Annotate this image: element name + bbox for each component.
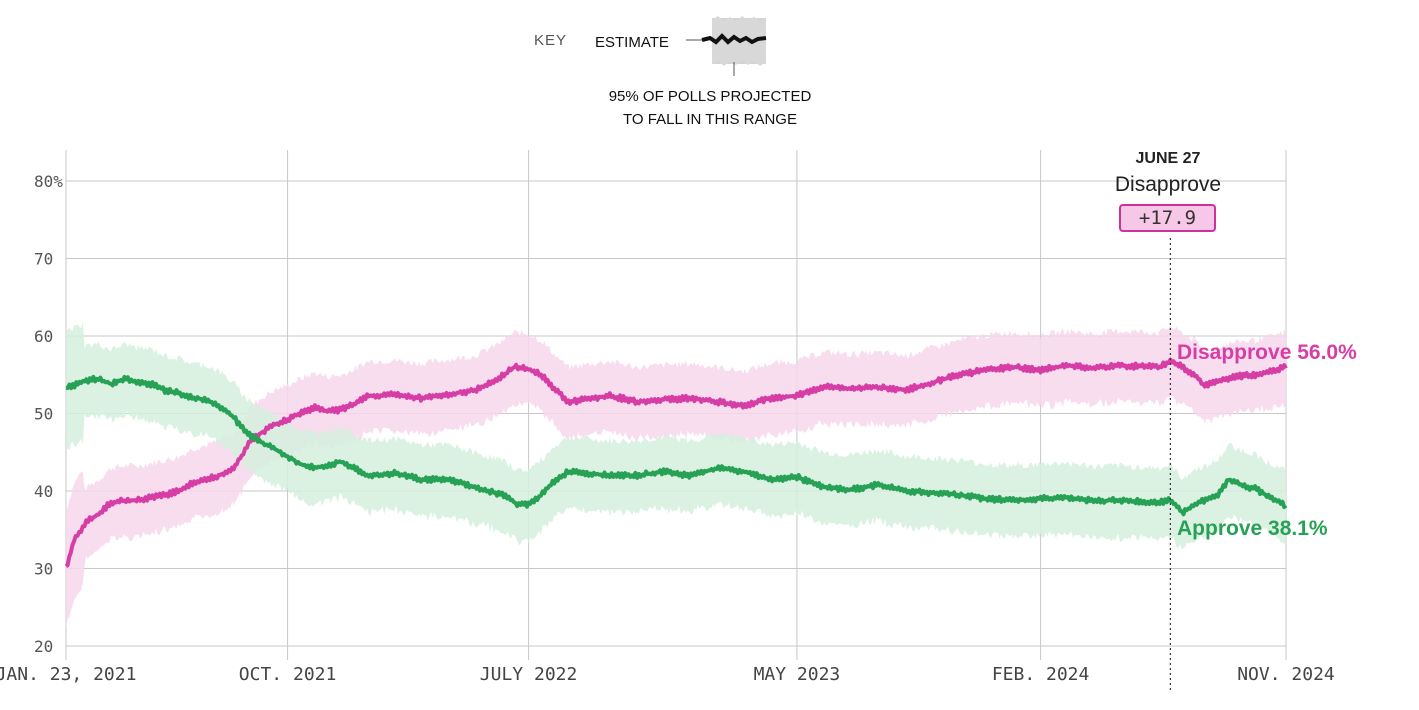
x-tick-label: OCT. 2021 [239,664,337,685]
y-tick-label: 50 [34,405,53,424]
y-tick-label: 30 [34,560,53,579]
approve-end-label: Approve 38.1% [1177,517,1328,540]
approve-line [65,374,1288,517]
key-note-line-2: TO FALL IN THIS RANGE [623,111,797,128]
y-tick-label: 20 [34,637,53,656]
disapprove-end-label: Disapprove 56.0% [1177,341,1357,364]
disapprove-line [64,357,1288,568]
key-estimate-label: ESTIMATE [595,34,669,51]
y-tick-label: 40 [34,482,53,501]
disapprove-band [66,325,1286,629]
x-tick-label: MAY 2023 [754,664,841,685]
y-tick-label: 80% [34,172,63,191]
y-tick-label: 70 [34,250,53,269]
x-tick-label: FEB. 2024 [992,664,1090,685]
annotation-value-badge: +17.9 [1119,204,1216,232]
x-tick-label: JULY 2022 [480,664,578,685]
key-swatch-icon [686,16,767,76]
annotation-date: JUNE 27 [1135,150,1201,167]
key-note-line-1: 95% OF POLLS PROJECTED [608,88,812,105]
key-label: KEY [534,32,568,49]
x-tick-label: NOV. 2024 [1237,664,1335,685]
annotation-series: Disapprove [1114,173,1222,196]
x-tick-label: JAN. 23, 2021 [0,664,136,685]
key-note: 95% OF POLLS PROJECTED TO FALL IN THIS R… [560,85,860,131]
approve-band [66,321,1286,550]
y-tick-label: 60 [34,327,53,346]
